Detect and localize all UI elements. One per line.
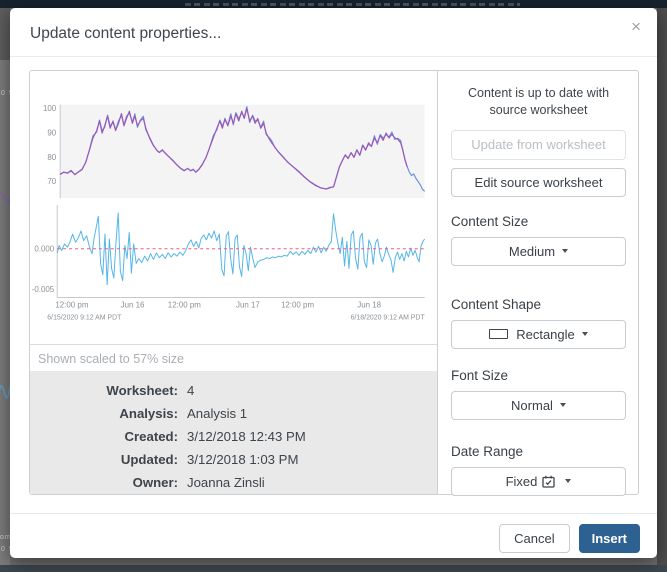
scale-note: Shown scaled to 57% size	[30, 344, 437, 371]
meta-label: Worksheet:	[106, 383, 178, 398]
chevron-down-icon	[559, 403, 566, 408]
font-size-label: Font Size	[451, 367, 509, 383]
content-shape-value: Rectangle	[516, 326, 575, 342]
svg-text:90: 90	[47, 129, 56, 138]
chevron-down-icon	[562, 249, 569, 254]
backdrop-text-sliver	[185, 3, 520, 6]
svg-text:6/18/2020 9:12 AM PDT: 6/18/2020 9:12 AM PDT	[351, 314, 426, 321]
meta-row: Analysis: Analysis 1	[30, 402, 429, 425]
svg-text:12:00 pm: 12:00 pm	[281, 300, 314, 309]
content-size-dropdown[interactable]: Medium	[451, 236, 626, 266]
dialog-header: Update content properties... ×	[10, 8, 657, 57]
meta-row: Updated: 3/12/2018 1:03 PM	[30, 448, 429, 471]
content-shape-dropdown[interactable]: Rectangle	[451, 319, 626, 349]
content-size-label: Content Size	[451, 213, 529, 229]
meta-value: Analysis 1	[187, 406, 248, 421]
dialog-title: Update content properties...	[30, 25, 222, 42]
content-shape-label: Content Shape	[451, 296, 542, 312]
controls-panel: Content is up to date with source worksh…	[437, 71, 638, 496]
svg-text:Jun 16: Jun 16	[121, 300, 145, 309]
font-size-value: Normal	[511, 397, 553, 413]
meta-label: Analysis:	[119, 406, 178, 421]
meta-label: Owner:	[132, 475, 178, 490]
edit-source-worksheet-button[interactable]: Edit source worksheet	[451, 167, 626, 197]
meta-row: Worksheet: 4	[30, 379, 429, 402]
worksheet-preview: 100 90 80 70 0.000 -0.005 12:00 pm Jun 16 12:00 …	[30, 71, 437, 494]
meta-label: Created:	[124, 429, 179, 444]
close-icon[interactable]: ×	[631, 17, 641, 36]
svg-text:12:00 pm: 12:00 pm	[168, 300, 201, 309]
backdrop-topbar	[0, 0, 667, 8]
chevron-down-icon	[565, 479, 572, 484]
backdrop-left-strip	[0, 8, 10, 565]
backdrop-right-strip	[657, 8, 667, 565]
rectangle-icon	[489, 329, 509, 340]
meta-value: 4	[187, 383, 195, 398]
meta-row: Created: 3/12/2018 12:43 PM	[30, 425, 429, 448]
chevron-down-icon	[581, 332, 588, 337]
svg-text:100: 100	[43, 104, 57, 113]
svg-text:6/15/2020 9:12 AM PDT: 6/15/2020 9:12 AM PDT	[47, 314, 122, 321]
date-range-value: Fixed	[505, 473, 538, 489]
backdrop-bottombar	[0, 565, 667, 572]
metadata-panel: Worksheet: 4 Analysis: Analysis 1 Created: 3/…	[30, 371, 437, 494]
backdrop-chart-fragment	[0, 8, 10, 399]
svg-text:0.000: 0.000	[34, 244, 54, 253]
dialog-footer: Cancel Insert	[10, 513, 657, 558]
status-text: Content is up to date with source worksh…	[467, 86, 610, 117]
svg-text:Jun 18: Jun 18	[357, 300, 381, 309]
font-size-dropdown[interactable]: Normal	[451, 390, 626, 420]
insert-button[interactable]: Insert	[578, 524, 640, 553]
meta-value: 3/12/2018 12:43 PM	[187, 429, 306, 444]
meta-row: Owner: Joanna Zinsli	[30, 471, 429, 494]
update-content-dialog: Update content properties... × 100 90 80 70…	[10, 8, 657, 558]
cancel-button[interactable]: Cancel	[499, 524, 570, 553]
backdrop-text-fragment: om	[0, 534, 12, 541]
date-range-label: Date Range	[451, 443, 524, 459]
backdrop-text-fragment: 0 9	[1, 546, 14, 553]
meta-value: Joanna Zinsli	[187, 475, 265, 490]
content-box: 100 90 80 70 0.000 -0.005 12:00 pm Jun 16 12:00 …	[29, 70, 639, 496]
svg-text:80: 80	[47, 153, 56, 162]
svg-text:Jun 17: Jun 17	[236, 300, 260, 309]
backdrop-text-fragment: 0 9	[1, 90, 14, 97]
date-range-dropdown[interactable]: Fixed	[451, 466, 626, 496]
meta-value: 3/12/2018 1:03 PM	[187, 452, 299, 467]
meta-label: Updated:	[120, 452, 178, 467]
svg-text:12:00 pm: 12:00 pm	[55, 300, 88, 309]
calendar-icon	[542, 475, 556, 488]
svg-text:70: 70	[47, 177, 56, 186]
svg-text:-0.005: -0.005	[32, 285, 55, 294]
update-from-worksheet-button: Update from worksheet	[451, 129, 626, 160]
content-size-value: Medium	[508, 243, 556, 259]
